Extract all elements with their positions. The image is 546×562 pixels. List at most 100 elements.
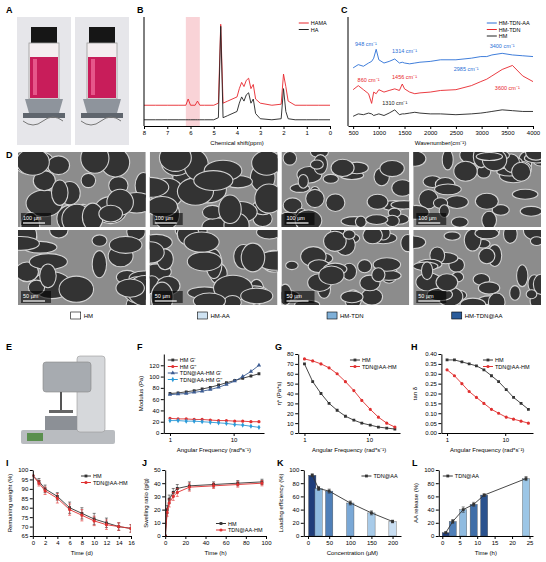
sem-pore	[323, 174, 338, 183]
bar	[389, 521, 396, 536]
x-tick-label: 0	[307, 540, 311, 546]
y-tick-label: 80	[287, 351, 294, 357]
sem-pore	[358, 260, 372, 273]
x-tick-label: 4	[56, 540, 60, 546]
series-line	[170, 365, 259, 394]
series	[168, 363, 261, 396]
y-axis-title: η* (Pa*s)	[276, 381, 282, 405]
x-tick-label: 5	[213, 130, 217, 136]
bar	[470, 504, 477, 536]
legend-swatch	[168, 360, 178, 361]
error-bar-stem	[445, 532, 446, 533]
y-tick: 75	[22, 515, 33, 521]
plot: 5001000150020002500300035004000Wavenumbe…	[348, 17, 541, 146]
legend-label: HA	[311, 27, 319, 33]
figure: B876543210Chemical shift(ppm)HAMAHAC5001…	[0, 0, 546, 562]
marker	[369, 424, 372, 427]
x-tick: 0	[164, 536, 168, 546]
marker	[377, 426, 380, 429]
marker	[216, 385, 220, 389]
scale-bar-bg	[285, 213, 315, 225]
error-bar-cap	[370, 510, 373, 511]
marker	[105, 523, 108, 526]
marker	[328, 402, 331, 405]
rheometer-screen	[27, 433, 43, 441]
series-line	[144, 26, 330, 119]
x-tick: 1	[306, 126, 310, 136]
y-tick-label: 40	[293, 507, 300, 513]
x-tick: 8	[143, 126, 147, 136]
x-tick: 100	[346, 536, 357, 546]
bar	[481, 495, 488, 536]
y-tick-mark	[301, 523, 304, 524]
x-tick-mark	[447, 433, 448, 436]
x-tick-mark	[477, 536, 478, 539]
error-bar-stem	[312, 474, 313, 477]
sem-pore	[81, 152, 109, 173]
marker	[129, 527, 131, 530]
error-bar-cap	[236, 481, 239, 482]
y-tick: 120	[149, 363, 164, 369]
sem-pore	[372, 268, 385, 282]
photo	[17, 17, 71, 145]
marker	[130, 527, 131, 530]
marker	[177, 418, 180, 423]
x-tick: 0	[329, 126, 333, 136]
y-tick-label: 20	[153, 419, 160, 425]
scale-bar	[23, 222, 45, 223]
x-tick-mark	[379, 126, 380, 129]
y-tick: 65	[22, 533, 33, 539]
y-tick-mark	[301, 470, 304, 471]
error-bar-stem	[484, 494, 485, 497]
x-tick-mark	[284, 126, 285, 129]
x-tick: 4	[236, 126, 240, 136]
y-tick-mark	[438, 433, 441, 434]
y-tick-label: 0	[296, 533, 300, 539]
y-tick-mark	[295, 433, 298, 434]
legend-label: HM G''	[180, 364, 196, 370]
x-tick-label: 6	[189, 130, 193, 136]
error-bar-cap	[260, 480, 263, 481]
vial-cap	[31, 27, 57, 43]
y-tick-mark	[295, 384, 298, 385]
series	[33, 474, 131, 532]
y-tick-label: 85	[22, 496, 29, 502]
x-tick-label: 10	[366, 437, 373, 443]
y-tick: 90	[22, 486, 33, 492]
marker	[525, 477, 528, 480]
y-tick-mark	[30, 536, 33, 537]
error-bar	[391, 520, 394, 523]
series	[303, 357, 397, 428]
panel-label: G	[275, 342, 282, 352]
x-tick-label: 10	[231, 437, 238, 443]
marker	[527, 408, 530, 411]
y-tick-label: 10	[154, 520, 161, 526]
error-bar-cap	[188, 483, 191, 484]
y-tick-label: 75	[22, 515, 29, 521]
marker	[512, 396, 515, 399]
marker	[258, 372, 261, 375]
marker	[200, 389, 204, 393]
error-bar-cap	[117, 530, 120, 531]
marker	[233, 379, 236, 382]
marker	[370, 511, 373, 514]
error-bar	[260, 481, 263, 486]
x-tick-mark	[191, 126, 192, 129]
annotation: 2985 cm⁻¹	[454, 66, 479, 72]
panel-label: H	[411, 342, 418, 352]
marker	[468, 390, 471, 393]
legend-swatch	[327, 312, 337, 319]
marker	[117, 525, 120, 528]
y-tick: 10	[287, 421, 298, 427]
error-bar-cap	[56, 492, 59, 493]
error-bar-cap	[462, 512, 465, 513]
error-bar	[117, 523, 120, 531]
y-tick-mark	[161, 433, 164, 434]
error-bar	[168, 499, 171, 507]
error-bar-cap	[168, 499, 171, 500]
marker	[241, 374, 245, 378]
plot: 110020406080100120Angular Frequency (rad…	[138, 355, 265, 454]
y-axis-title: Remaining weight (%)	[7, 474, 13, 533]
error-bar-cap	[188, 481, 191, 482]
scale-bar	[418, 222, 440, 223]
